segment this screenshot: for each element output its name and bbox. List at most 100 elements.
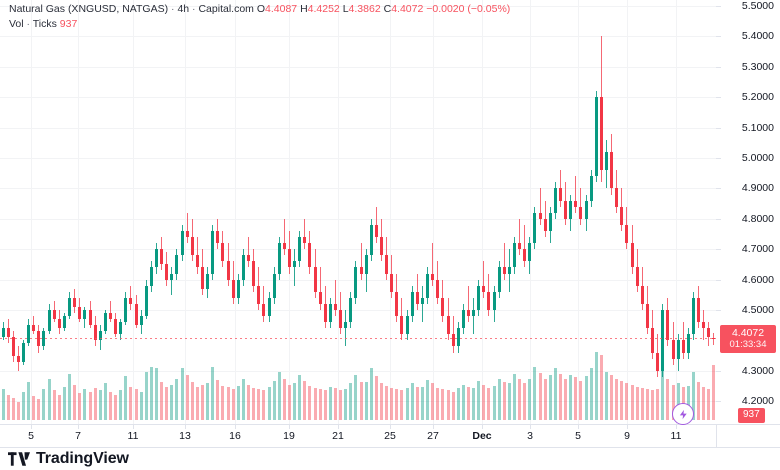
- candle-body: [610, 151, 613, 189]
- gridline-horizontal: [0, 67, 716, 68]
- price-axis[interactable]: 4.4072 01:33:34 937 5.5000 5.4000 5.3000 5.…: [716, 0, 780, 424]
- candle-body: [247, 255, 250, 262]
- candle-body: [324, 303, 327, 323]
- time-tick-label: 13: [179, 430, 191, 442]
- volume-bar: [170, 384, 173, 420]
- candle-body: [17, 355, 20, 362]
- candle-body: [707, 328, 710, 338]
- time-tick-label: 16: [229, 430, 241, 442]
- candle-body: [590, 176, 593, 201]
- legend-symbol[interactable]: Natural Gas (XNGUSD, NATGAS): [9, 3, 169, 15]
- volume-bar: [83, 389, 86, 420]
- candle-body: [145, 285, 148, 317]
- candle-body: [252, 261, 255, 286]
- volume-bar: [467, 386, 470, 420]
- legend-source[interactable]: Capital.com: [198, 3, 254, 15]
- volume-bar: [211, 366, 214, 420]
- price-tick-mark: [716, 97, 721, 98]
- volume-bar: [221, 385, 224, 420]
- candle-wick: [248, 237, 249, 268]
- candle-body: [441, 297, 444, 317]
- price-tick-label: 4.3000: [741, 364, 774, 377]
- candle-body: [600, 97, 603, 171]
- candle-wick: [575, 176, 576, 213]
- candle-body: [395, 291, 398, 317]
- volume-bar: [319, 389, 322, 420]
- volume-bar: [395, 389, 398, 420]
- candle-body: [493, 291, 496, 311]
- gridline-vertical: [482, 0, 483, 424]
- volume-bar: [37, 399, 40, 420]
- price-tick-mark: [716, 249, 721, 250]
- candle-body: [360, 267, 363, 274]
- candle-wick: [540, 188, 541, 225]
- time-tick-mark: [627, 425, 628, 429]
- volume-bar: [129, 386, 132, 420]
- legend-study-name[interactable]: Vol: [9, 18, 24, 30]
- candle-body: [539, 212, 542, 219]
- price-tick-mark: [716, 188, 721, 189]
- volume-bar: [513, 373, 516, 420]
- candle-wick: [110, 300, 111, 323]
- lightning-bolt-icon[interactable]: [672, 403, 694, 425]
- candle-body: [549, 212, 552, 231]
- legend-separator-3: ·: [26, 18, 31, 30]
- gridline-vertical: [390, 0, 391, 424]
- time-tick-mark: [578, 425, 579, 429]
- candle-wick: [468, 285, 469, 323]
- volume-bar: [574, 377, 577, 420]
- candle-body: [221, 243, 224, 262]
- candle-body: [186, 230, 189, 238]
- gridline-horizontal: [0, 249, 716, 250]
- gridline-horizontal: [0, 188, 716, 189]
- candle-body: [278, 243, 281, 274]
- time-tick-label: 5: [575, 430, 581, 442]
- volume-bar: [636, 386, 639, 420]
- candle-body: [528, 243, 531, 262]
- candle-body: [375, 224, 378, 238]
- price-tick-label: 5.1000: [741, 121, 774, 134]
- legend-symbol-row[interactable]: Natural Gas (XNGUSD, NATGAS) · 4h · Capi…: [9, 3, 510, 16]
- volume-bar: [206, 383, 209, 420]
- volume-bar: [283, 378, 286, 420]
- time-axis[interactable]: 5 7 11 13 16 19 21 25 27 Dec 3 5 9 11: [0, 425, 716, 447]
- volume-bar: [406, 388, 409, 420]
- volume-bar: [672, 384, 675, 420]
- candle-body: [457, 328, 460, 347]
- legend-study-row[interactable]: Vol · Ticks 937: [9, 18, 510, 31]
- candle-body: [467, 310, 470, 317]
- gridline-vertical: [578, 0, 579, 424]
- time-tick-mark: [433, 425, 434, 429]
- volume-bar: [370, 367, 373, 420]
- candle-body: [104, 313, 107, 332]
- time-tick-label: 11: [127, 430, 139, 442]
- tradingview-brand[interactable]: TradingView: [8, 451, 129, 467]
- candle-body: [175, 255, 178, 274]
- tradingview-wordmark: TradingView: [36, 450, 129, 467]
- volume-bar: [441, 389, 444, 420]
- volume-bar: [411, 383, 414, 420]
- candle-body: [385, 255, 388, 274]
- volume-bar: [528, 378, 531, 420]
- chart-plot-area[interactable]: [0, 0, 716, 424]
- candle-body: [411, 291, 414, 317]
- gridline-vertical: [627, 0, 628, 424]
- candle-body: [27, 325, 30, 344]
- candle-body: [232, 279, 235, 298]
- candle-body: [308, 243, 311, 268]
- candle-body: [140, 316, 143, 326]
- candle-body: [508, 267, 511, 274]
- legend-open-key: O: [256, 3, 266, 15]
- volume-bar: [482, 384, 485, 420]
- candle-body: [564, 200, 567, 219]
- legend-interval[interactable]: 4h: [177, 3, 190, 15]
- legend-high-key: H: [300, 3, 308, 15]
- current-price-badge: 4.4072 01:33:34: [720, 325, 776, 353]
- time-tick-mark: [133, 425, 134, 429]
- volume-bar: [656, 389, 659, 420]
- gridline-vertical: [133, 0, 134, 424]
- candle-body: [12, 337, 15, 356]
- candle-body: [677, 340, 680, 359]
- volume-bar: [385, 385, 388, 420]
- candle-body: [585, 200, 588, 219]
